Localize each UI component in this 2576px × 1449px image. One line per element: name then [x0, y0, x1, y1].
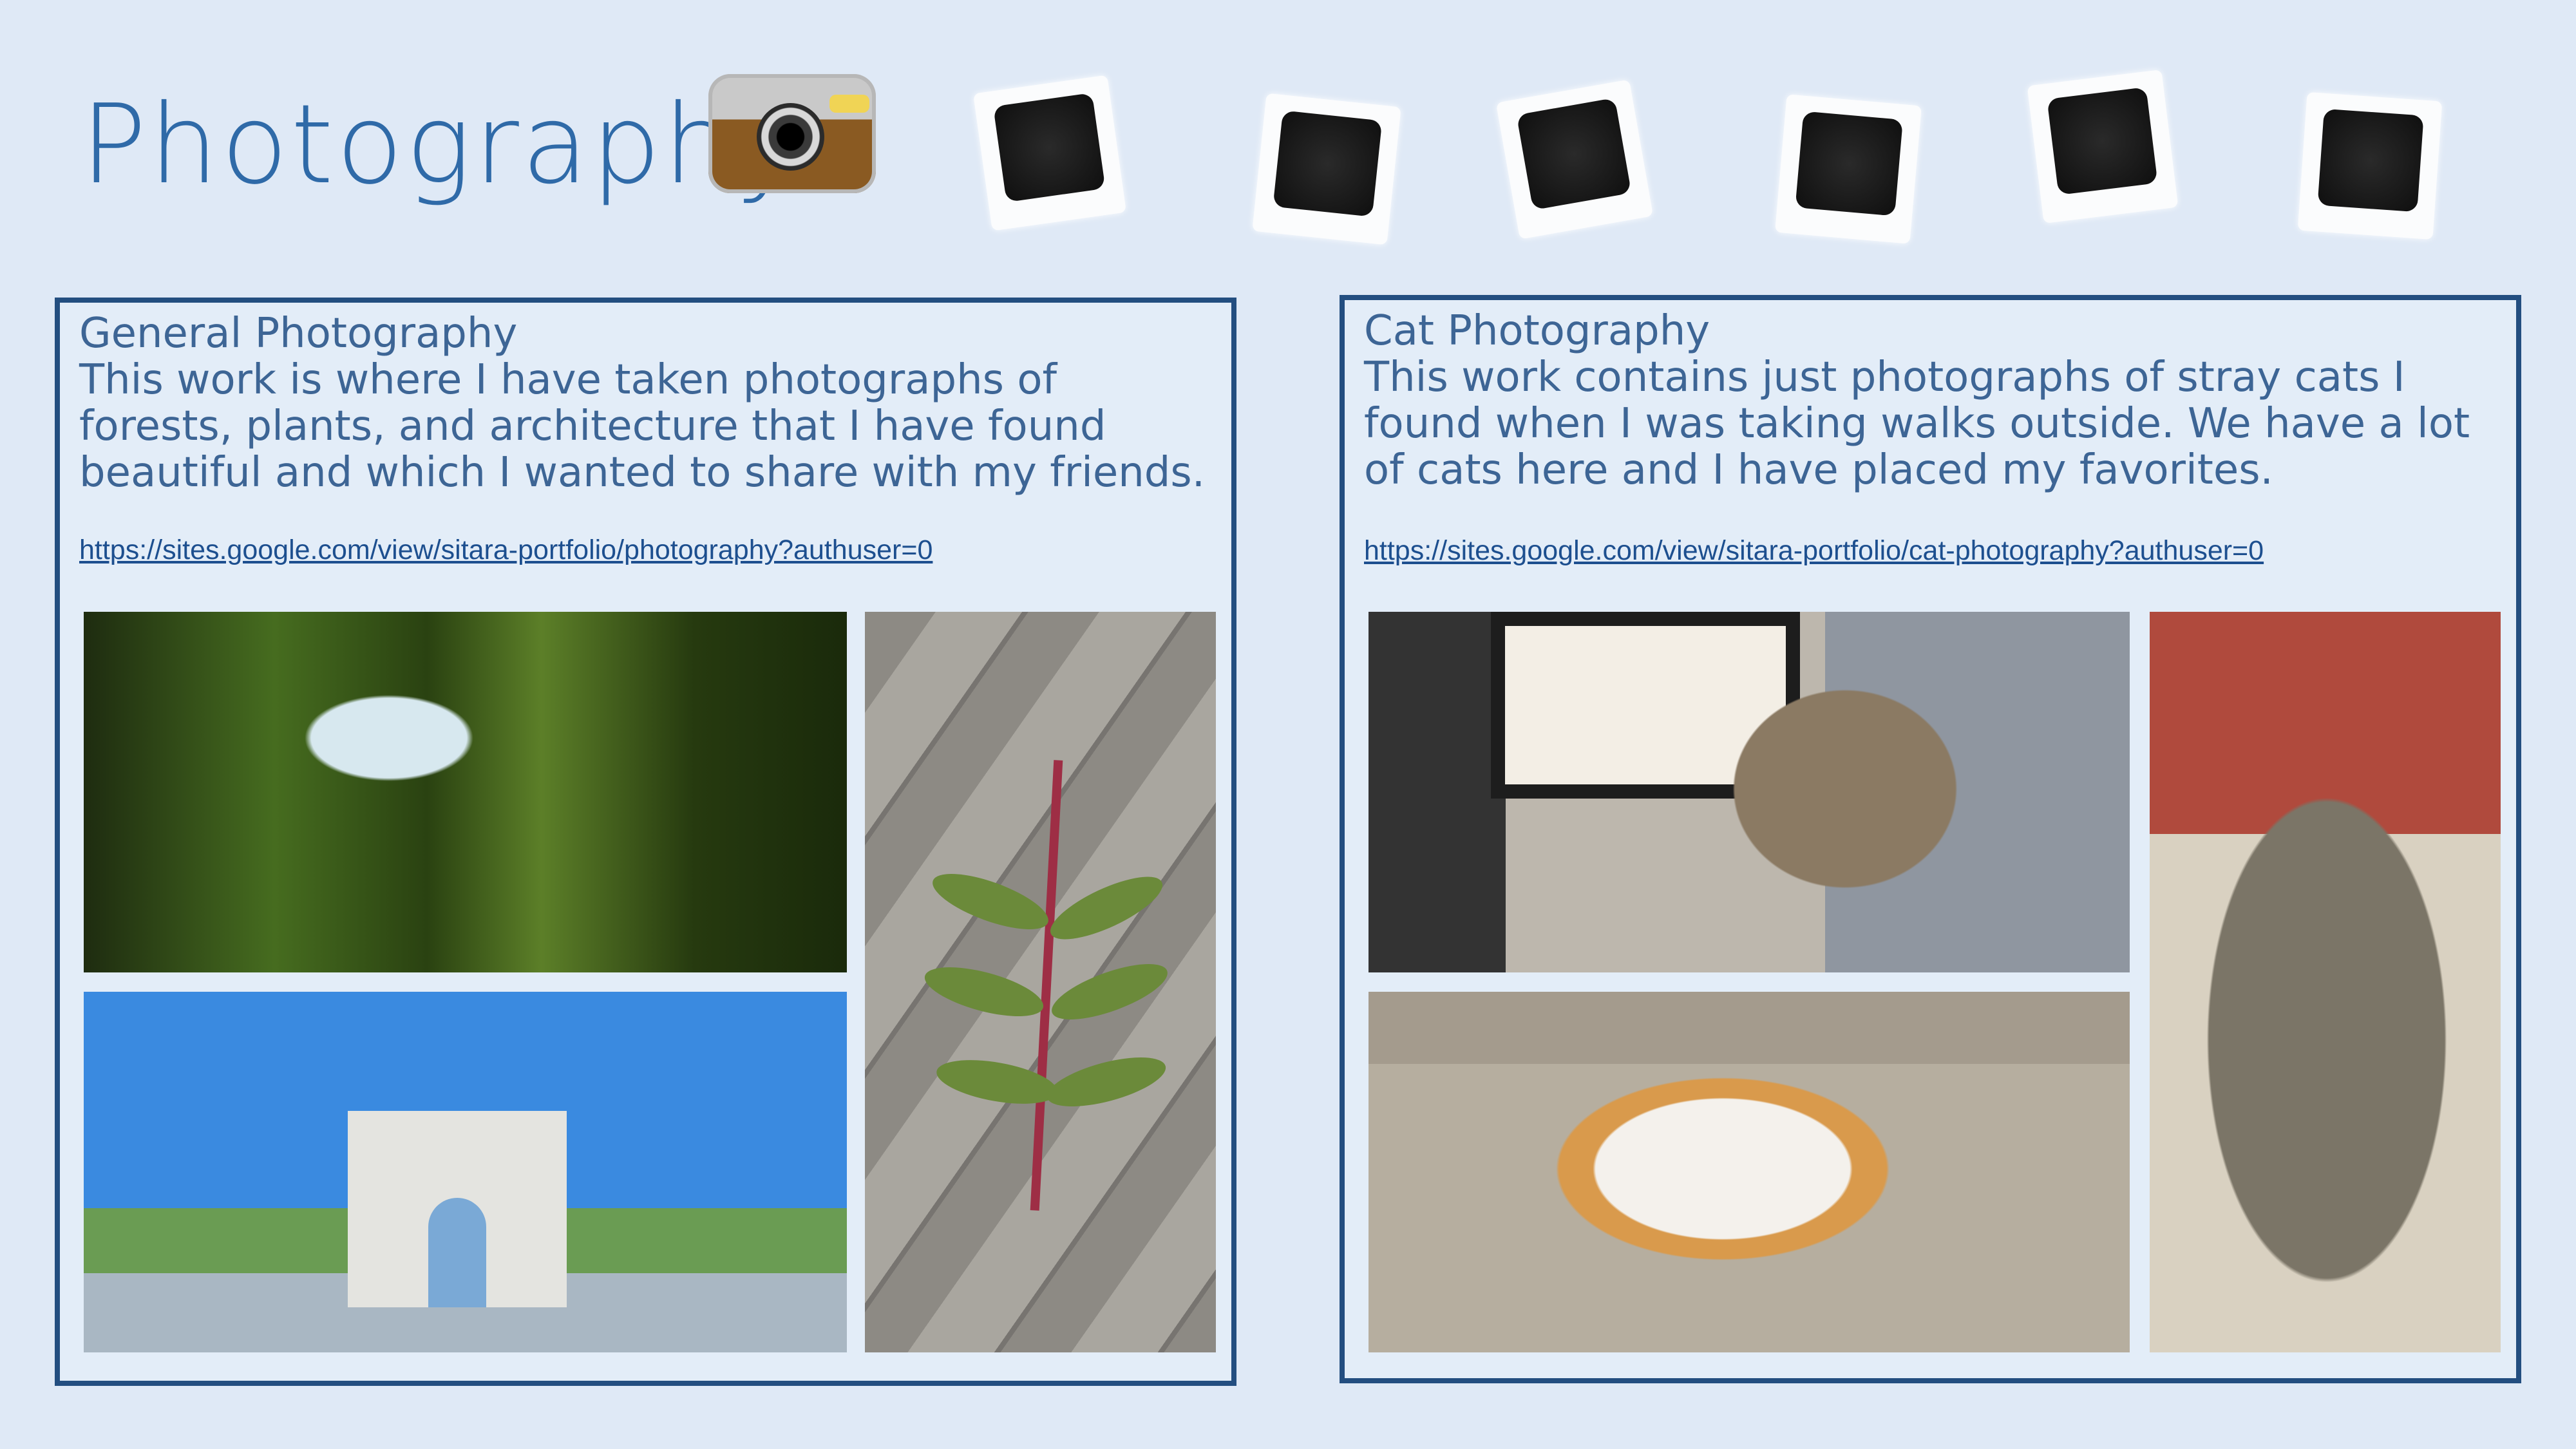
- portfolio-link[interactable]: https://sites.google.com/view/sitara-por…: [1364, 535, 2264, 566]
- cat-sitting-photo: [2150, 612, 2501, 1352]
- cat-photography-card: Cat Photography This work contains just …: [1340, 295, 2521, 1383]
- polaroid-icon: [973, 75, 1126, 231]
- general-photography-card: General Photography This work is where I…: [55, 298, 1236, 1386]
- cat-sleeping-photo: [1368, 992, 2130, 1352]
- camera-flash: [829, 95, 869, 113]
- card-title: General Photography: [79, 310, 518, 357]
- polaroid-icon: [1775, 94, 1922, 244]
- cat: [1523, 1059, 1922, 1278]
- card-title: Cat Photography: [1364, 307, 1710, 355]
- polaroid-icon: [2027, 70, 2179, 223]
- leaf-photo: [865, 612, 1216, 1352]
- polaroid-icon: [1252, 93, 1401, 245]
- portfolio-link[interactable]: https://sites.google.com/view/sitara-por…: [79, 535, 933, 565]
- leaf-stem: [1030, 760, 1063, 1211]
- cat: [2175, 734, 2478, 1346]
- arch-photo: [84, 992, 847, 1352]
- camera-lens: [757, 103, 824, 171]
- polaroid-icon: [1495, 79, 1654, 240]
- page-title: Photography: [80, 81, 803, 209]
- forest-photo: [84, 612, 847, 972]
- card-description: This work is where I have taken photogra…: [79, 356, 1206, 497]
- camera-icon: [708, 74, 876, 193]
- cat: [1703, 663, 1987, 914]
- polaroid-icon: [2297, 91, 2443, 240]
- cat-lamp-photo: [1368, 612, 2130, 972]
- card-description: This work contains just photographs of s…: [1364, 354, 2470, 494]
- arch-opening: [428, 1198, 486, 1307]
